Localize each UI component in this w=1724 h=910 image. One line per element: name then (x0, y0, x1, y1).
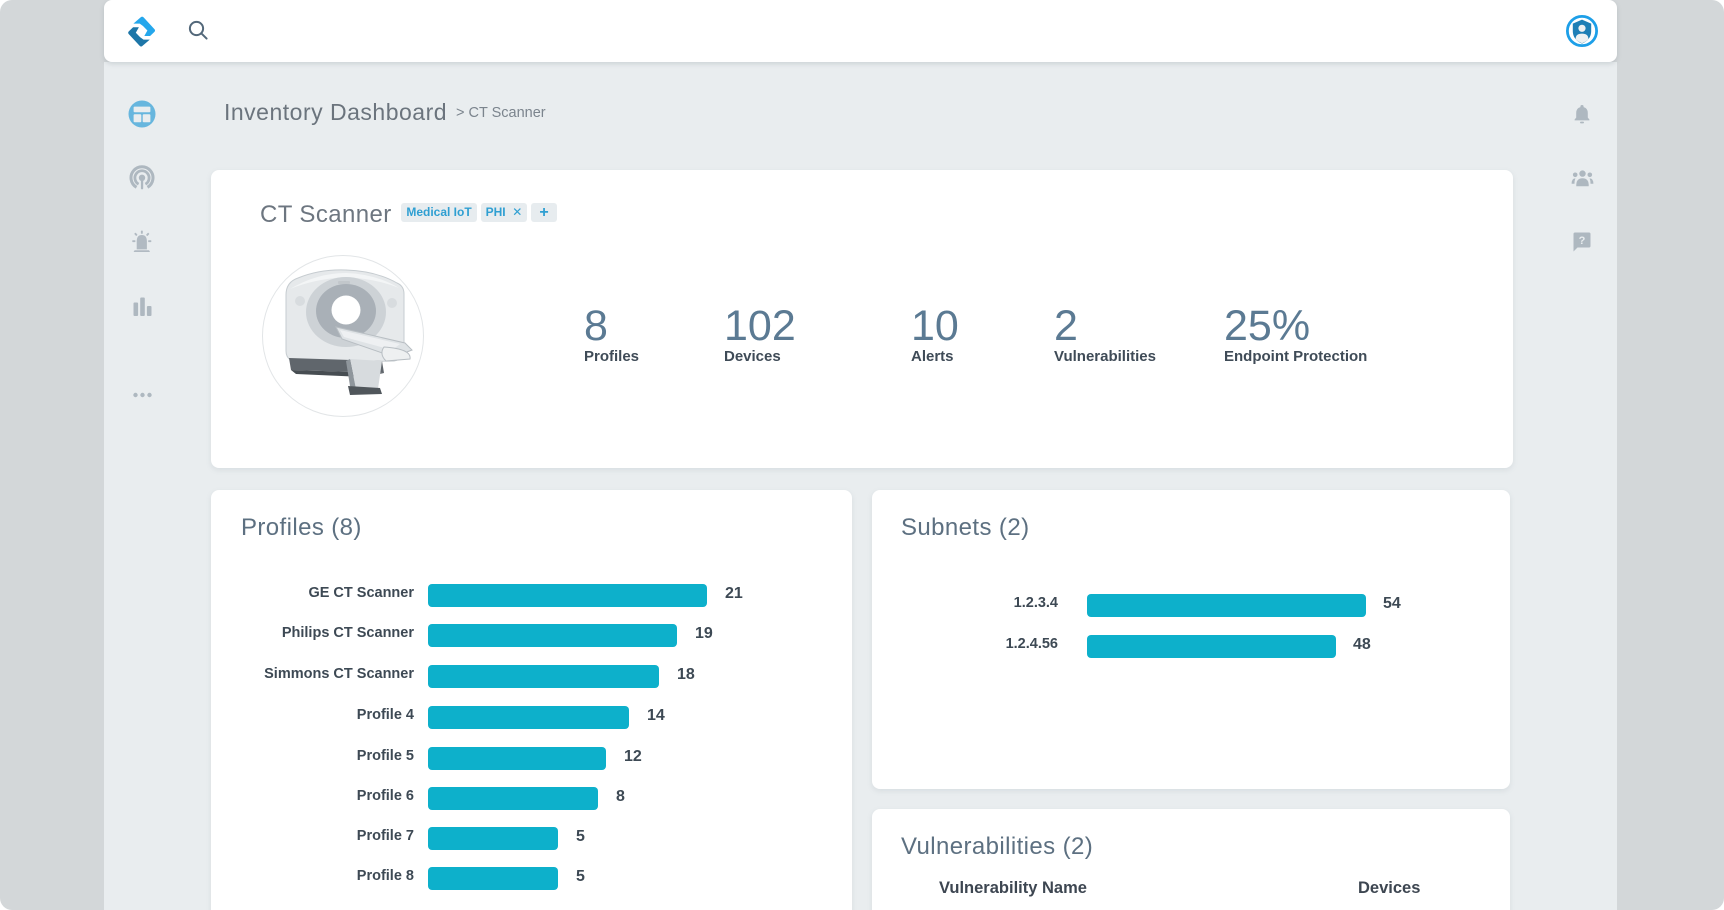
svg-text:?: ? (1579, 235, 1586, 247)
